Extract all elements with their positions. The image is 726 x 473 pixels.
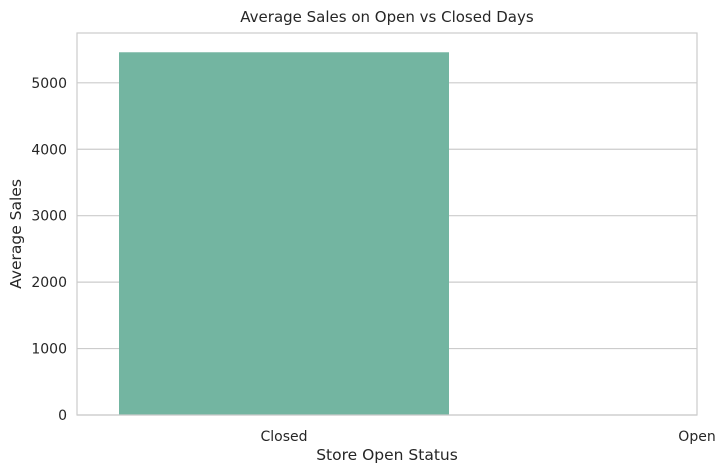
y-tick-label: 4000 — [31, 142, 67, 158]
x-tick-label-closed: Closed — [260, 429, 307, 445]
y-tick-label: 0 — [58, 408, 67, 424]
plot-frame — [76, 32, 698, 416]
bars — [119, 52, 449, 416]
y-tick-label: 5000 — [31, 76, 67, 92]
y-tick-label: 1000 — [31, 342, 67, 358]
x-tick-label-open: Open — [678, 429, 715, 445]
y-tick-label: 3000 — [31, 209, 67, 225]
y-tick-labels: 0 1000 2000 3000 4000 5000 — [31, 76, 67, 424]
chart-title: Average Sales on Open vs Closed Days — [240, 8, 534, 26]
x-axis-label: Store Open Status — [316, 446, 458, 464]
y-tick-label: 2000 — [31, 275, 67, 291]
y-axis-label: Average Sales — [7, 179, 25, 289]
x-tick-labels: Closed Open — [260, 429, 715, 445]
bar-closed — [119, 52, 449, 416]
